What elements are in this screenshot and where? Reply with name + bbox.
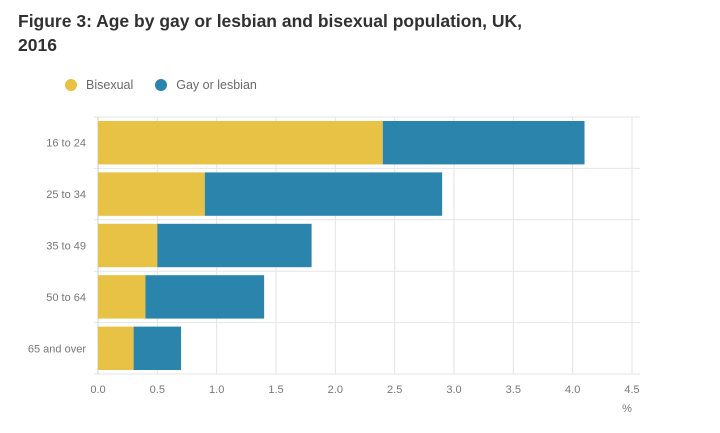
- bar-gay-or-lesbian: [145, 275, 265, 319]
- x-tick-label: 0.5: [150, 384, 165, 396]
- bar-bisexual: [98, 121, 383, 165]
- y-tick-label: 65 and over: [28, 343, 86, 355]
- legend-label-bisexual: Bisexual: [86, 78, 134, 92]
- x-tick-label: 4.5: [624, 384, 639, 396]
- x-tick-label: 2.0: [328, 384, 343, 396]
- chart-title: Figure 3: Age by gay or lesbian and bise…: [18, 11, 523, 55]
- bar-bisexual: [98, 326, 134, 370]
- legend-label-gay-or-lesbian: Gay or lesbian: [176, 78, 257, 92]
- x-tick-label: 1.0: [209, 384, 224, 396]
- legend-item-gay-or-lesbian: Gay or lesbian: [155, 78, 257, 92]
- chart-legend: Bisexual Gay or lesbian: [65, 78, 279, 92]
- legend-swatch-gay-or-lesbian: [155, 79, 168, 91]
- legend-swatch-bisexual: [65, 79, 77, 91]
- y-tick-label: 50 to 64: [46, 292, 86, 304]
- bar-bisexual: [98, 223, 158, 268]
- x-tick-label: 1.5: [268, 384, 283, 396]
- bar-gay-or-lesbian: [157, 223, 312, 268]
- x-axis-unit-label: %: [622, 403, 632, 415]
- legend-item-bisexual: Bisexual: [65, 78, 133, 92]
- y-tick-label: 16 to 24: [46, 138, 86, 150]
- x-tick-label: 4.0: [565, 384, 580, 396]
- x-tick-label: 3.0: [446, 384, 461, 396]
- bar-bisexual: [98, 172, 205, 216]
- bar-gay-or-lesbian: [382, 121, 585, 165]
- x-tick-label: 3.5: [506, 384, 521, 396]
- x-tick-label: 0.0: [90, 384, 105, 396]
- y-tick-label: 25 to 34: [46, 189, 86, 201]
- bar-bisexual: [98, 275, 146, 319]
- bar-gay-or-lesbian: [133, 326, 182, 370]
- bar-gay-or-lesbian: [204, 172, 443, 216]
- x-tick-label: 2.5: [387, 384, 402, 396]
- y-tick-label: 35 to 49: [46, 241, 86, 253]
